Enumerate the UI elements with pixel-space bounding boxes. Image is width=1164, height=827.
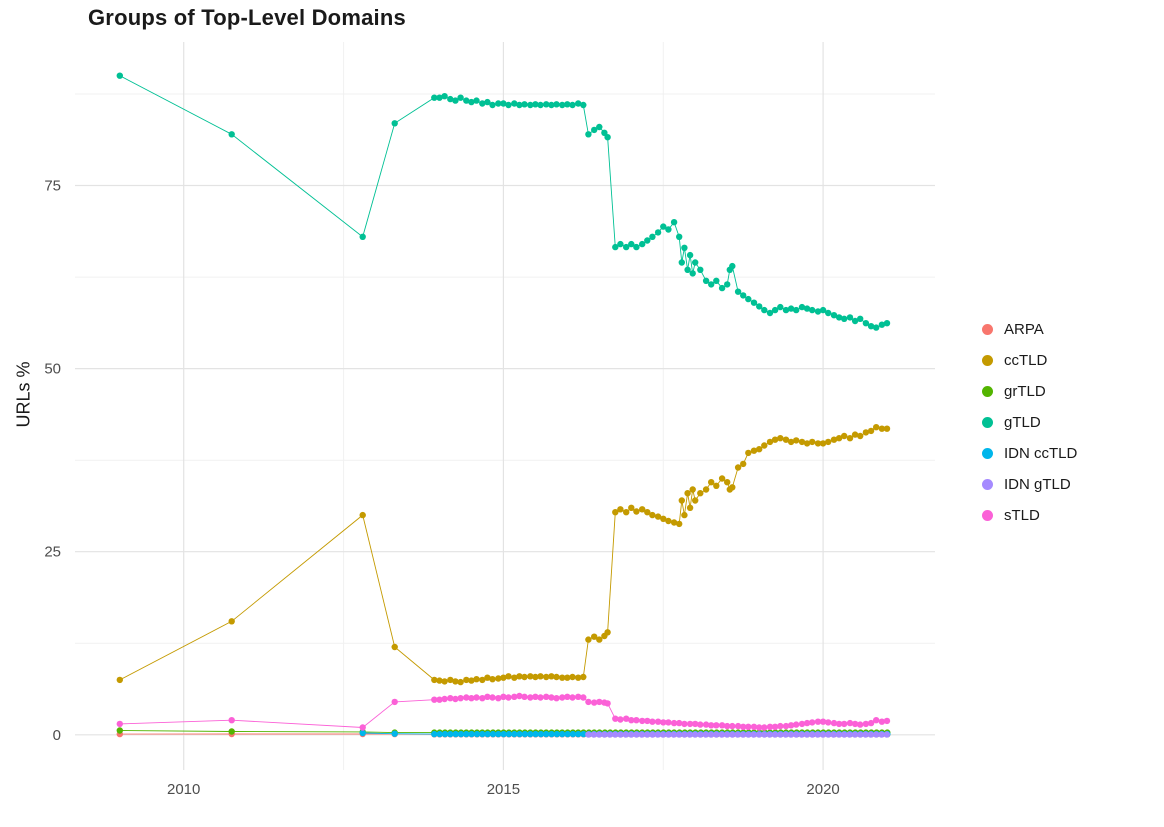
legend-key-icon [982,416,993,428]
legend-key-icon [982,447,993,459]
legend-key-icon [982,354,993,366]
legend-key-icon [982,509,993,521]
legend-label: ARPA [1004,320,1044,338]
y-tick-label: 50 [44,361,61,378]
legend-item-idn-gtld: IDN gTLD [982,473,1077,495]
legend-label: grTLD [1004,382,1046,400]
chart-title: Groups of Top-Level Domains [88,5,406,30]
legend-key-icon [982,478,993,490]
legend-item-idn-cctld: IDN ccTLD [982,442,1077,464]
legend-key-icon [982,323,993,335]
x-tick-label: 2015 [487,781,520,798]
legend-key-icon [982,385,993,397]
legend-label: IDN gTLD [1004,475,1071,493]
legend-item-grtld: grTLD [982,380,1077,402]
legend: ARPA ccTLD grTLD gTLD IDN ccTLD IDN gTLD sTLD [982,318,1077,526]
legend-label: ccTLD [1004,351,1048,369]
x-tick-label: 2010 [167,781,200,798]
series-cctld [116,424,891,686]
series-gtld [116,72,891,331]
x-tick-label: 2020 [806,781,839,798]
legend-item-gtld: gTLD [982,411,1077,433]
y-tick-label: 0 [53,727,61,744]
legend-item-stld: sTLD [982,504,1077,526]
legend-label: gTLD [1004,413,1041,431]
y-tick-label: 25 [44,544,61,561]
series-stld [116,692,891,731]
legend-label: sTLD [1004,506,1040,524]
y-axis-title: URLs % [13,361,34,428]
y-tick-label: 75 [44,178,61,195]
legend-item-arpa: ARPA [982,318,1077,340]
series-idn-gtld [585,731,890,738]
legend-label: IDN ccTLD [1004,444,1078,462]
legend-item-cctld: ccTLD [982,349,1077,371]
